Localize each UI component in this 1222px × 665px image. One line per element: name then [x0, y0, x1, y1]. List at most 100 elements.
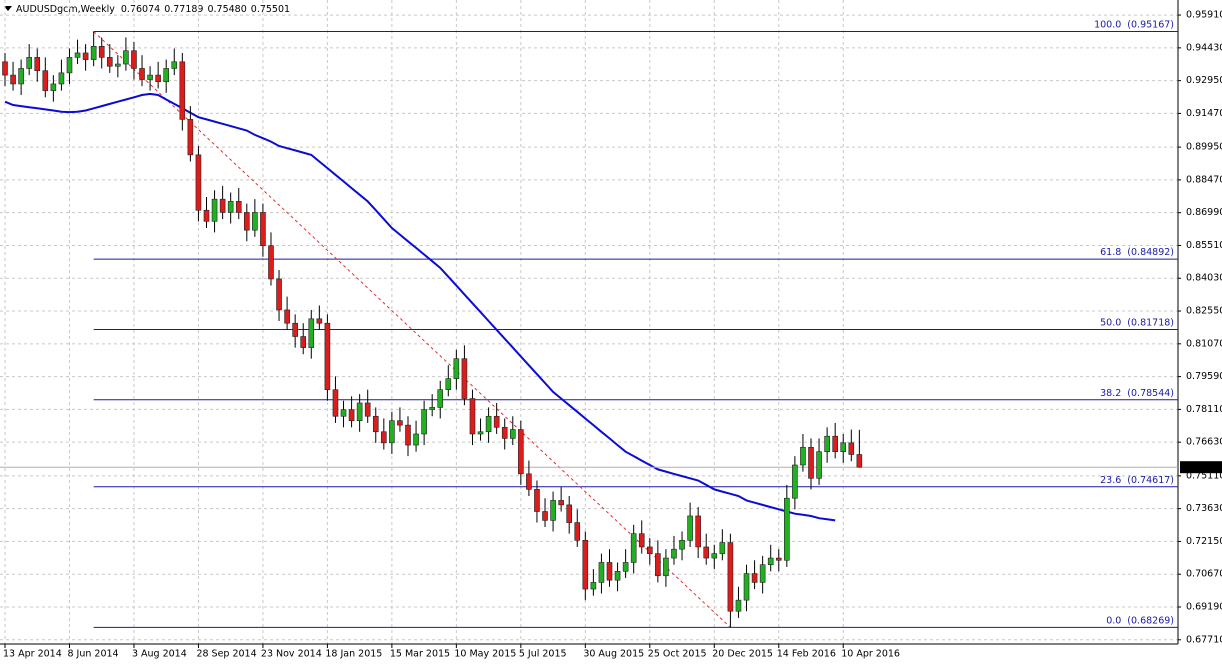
candle-body: [163, 68, 169, 83]
y-tick-label: 0.88470: [1186, 174, 1222, 185]
candle-body: [614, 571, 621, 581]
fib-level: 50.0: [1100, 317, 1121, 328]
y-tick-label: 0.82550: [1186, 306, 1222, 317]
y-tick-label: 0.70670: [1186, 569, 1222, 580]
candle-body: [292, 322, 298, 337]
candle-body: [413, 433, 419, 446]
y-tick-label: 0.75110: [1186, 470, 1222, 481]
ohlc: 0.77189: [164, 4, 203, 15]
candle-body: [405, 424, 411, 446]
candle-body: [18, 68, 24, 85]
x-tick-label: 10 May 2015: [454, 649, 516, 660]
candle-body: [381, 431, 387, 444]
candle-body: [800, 446, 806, 466]
candle-body: [727, 542, 734, 612]
x-tick-label: 25 Oct 2015: [648, 649, 707, 660]
candle-body: [687, 515, 693, 541]
candle-body: [316, 318, 323, 324]
candle-body: [542, 511, 548, 521]
candle-body: [74, 52, 81, 58]
x-tick-label: 13 Apr 2014: [3, 649, 62, 660]
candle-body: [42, 70, 49, 91]
fib-label: 50.0 (0.81718): [1100, 317, 1174, 328]
fib-label: 38.2 (0.78544): [1100, 387, 1174, 398]
y-tick-label: 0.92950: [1186, 75, 1222, 86]
candle-body: [106, 57, 113, 67]
candle-body: [509, 429, 516, 439]
candle-body: [372, 415, 379, 433]
candle-body: [179, 61, 186, 120]
fib-price: (0.74617): [1127, 474, 1174, 485]
x-tick-label: 20 Dec 2015: [712, 649, 773, 660]
x-tick-label: 8 Jun 2014: [67, 649, 118, 660]
fib-level: 38.2: [1100, 387, 1121, 398]
candle-body: [115, 63, 121, 67]
fib-trend: [93, 31, 731, 628]
fib-price: (0.84892): [1127, 247, 1174, 258]
candle-body: [469, 398, 476, 435]
candle-body: [646, 546, 653, 554]
candle-body: [695, 515, 701, 548]
candle-body: [34, 57, 41, 71]
candle-body: [775, 557, 782, 561]
candle-body: [171, 61, 178, 69]
candle-body: [518, 429, 524, 475]
fib-price: (0.95167): [1127, 19, 1174, 30]
candle-body: [66, 57, 73, 74]
candle-body: [284, 309, 290, 324]
y-tick-label: 0.73630: [1186, 503, 1222, 514]
candle-body: [340, 409, 347, 417]
candle-body: [26, 57, 32, 69]
candle-body: [759, 564, 766, 583]
candle-body: [606, 562, 613, 581]
candle-body: [663, 557, 669, 577]
x-tick-label: 28 Sep 2014: [196, 649, 256, 660]
candle-body: [429, 407, 435, 410]
candle-body: [501, 427, 508, 439]
candle-body: [389, 420, 395, 444]
ohlc: 0.75480: [207, 4, 246, 15]
header: AUDUSDgcm,Weekly 0.76074 0.77189 0.75480 0.7…: [16, 4, 290, 15]
y-tick-label: 0.78110: [1186, 404, 1222, 415]
candle-body: [816, 451, 822, 479]
candle-body: [630, 533, 637, 563]
x-tick-label: 30 Aug 2015: [583, 649, 644, 660]
candle-body: [558, 500, 564, 506]
x-tick-label: 15 Mar 2015: [390, 649, 450, 660]
candle-body: [445, 378, 452, 390]
y-tick-label: 0.72150: [1186, 536, 1222, 547]
candle-body: [308, 318, 315, 348]
y-tick-label: 0.84030: [1186, 273, 1222, 284]
candle-body: [364, 402, 371, 417]
fib-level: 0.0: [1106, 615, 1121, 626]
candle-body: [526, 473, 532, 490]
fib-label: 61.8 (0.84892): [1100, 247, 1174, 258]
y-tick-label: 0.89950: [1186, 142, 1222, 153]
y-tick-label: 0.94430: [1186, 42, 1222, 53]
candle-body: [792, 464, 798, 499]
candle-body: [485, 415, 492, 433]
candle-body: [550, 500, 556, 521]
candle-body: [751, 573, 758, 583]
candle-body: [219, 198, 226, 213]
candle-body: [735, 599, 742, 612]
candle-body: [655, 553, 661, 577]
symbol: AUDUSDgcm,Weekly: [16, 4, 115, 15]
candle-body: [461, 358, 468, 399]
candle-body: [332, 389, 339, 417]
x-tick-label: 14 Feb 2016: [777, 649, 836, 660]
candle-body: [356, 402, 363, 421]
candle-body: [348, 409, 355, 421]
x-tick-label: 10 Apr 2016: [841, 649, 900, 660]
fib-level: 100.0: [1094, 19, 1121, 30]
candle-body: [437, 389, 444, 408]
y-tick-label: 0.69190: [1186, 602, 1222, 613]
y-tick-label: 0.85510: [1186, 240, 1222, 251]
candle-body: [324, 322, 331, 390]
candle-body: [397, 420, 403, 426]
x-tick-label: 3 Aug 2014: [132, 649, 187, 660]
candle-body: [268, 245, 274, 280]
candle-body: [252, 212, 258, 231]
